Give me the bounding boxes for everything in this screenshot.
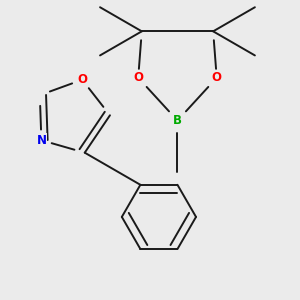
Text: B: B bbox=[173, 114, 182, 127]
Text: O: O bbox=[212, 71, 222, 84]
Text: O: O bbox=[133, 71, 143, 84]
Text: N: N bbox=[36, 134, 46, 147]
Text: O: O bbox=[77, 73, 87, 86]
